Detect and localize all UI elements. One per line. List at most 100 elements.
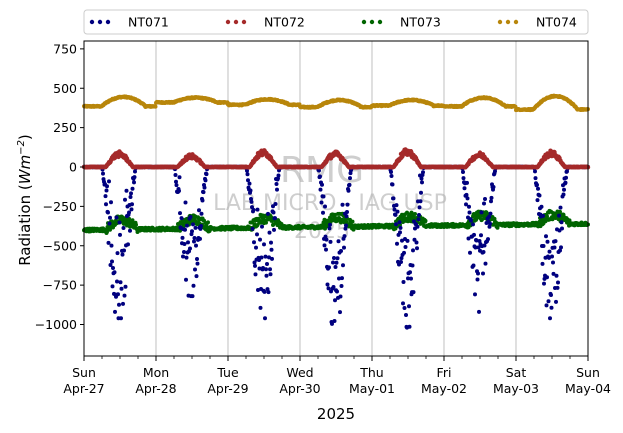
data-point-NT071 (183, 200, 188, 205)
data-point-NT071 (389, 174, 394, 179)
data-point-NT071 (553, 239, 558, 244)
data-point-NT071 (328, 239, 333, 244)
data-point-NT071 (265, 287, 270, 292)
data-point-NT071 (342, 245, 346, 250)
data-point-NT071 (197, 208, 201, 213)
data-point-NT071 (318, 187, 323, 192)
x-tick-label-day: Fri (437, 365, 452, 380)
data-point-NT071 (254, 245, 258, 250)
data-point-NT071 (556, 280, 560, 285)
data-point-NT071 (195, 257, 199, 262)
y-tick-label: −750 (43, 278, 77, 293)
data-point-NT071 (132, 180, 136, 185)
y-tick-label: −250 (43, 199, 77, 214)
legend-label: NT073 (400, 15, 441, 30)
legend-marker (105, 19, 111, 25)
legend-marker (97, 19, 103, 25)
data-point-NT071 (174, 183, 179, 188)
data-point-NT071 (479, 233, 483, 238)
data-point-NT071 (536, 186, 540, 191)
data-point-NT073 (350, 219, 355, 224)
legend-marker (233, 19, 239, 25)
y-tick-label: −1000 (35, 317, 77, 332)
data-point-NT071 (560, 226, 564, 231)
data-point-NT071 (324, 237, 329, 242)
data-point-NT071 (130, 186, 135, 191)
legend-marker (225, 19, 231, 25)
data-point-NT071 (403, 245, 408, 250)
data-point-NT071 (477, 309, 481, 314)
data-point-NT071 (195, 261, 200, 266)
data-point-NT071 (119, 316, 123, 321)
data-point-NT071 (333, 265, 338, 270)
data-point-NT071 (464, 192, 469, 197)
data-point-NT071 (267, 255, 271, 260)
data-point-NT071 (173, 172, 178, 177)
data-point-NT071 (123, 197, 127, 202)
data-point-NT071 (336, 239, 341, 244)
data-point-NT071 (266, 211, 270, 216)
y-axis: −1000 −750 −500 −250 0 250 500 750 (35, 41, 84, 332)
data-point-NT071 (462, 186, 467, 191)
data-point-NT071 (491, 185, 496, 190)
data-point-NT071 (399, 260, 403, 265)
data-point-NT071 (117, 220, 122, 225)
data-point-NT071 (267, 230, 272, 235)
data-point-NT071 (126, 242, 130, 247)
data-point-NT071 (204, 172, 209, 177)
legend-marker (369, 19, 375, 25)
data-point-NT071 (551, 271, 556, 276)
data-point-NT071 (535, 198, 540, 203)
data-point-NT071 (246, 178, 250, 183)
data-point-NT071 (115, 279, 119, 284)
data-point-NT071 (348, 176, 352, 181)
data-point-NT071 (414, 240, 419, 245)
data-point-NT073 (550, 217, 555, 222)
data-point-NT071 (185, 223, 189, 228)
data-point-NT071 (253, 272, 258, 277)
data-point-NT071 (397, 220, 402, 225)
data-point-NT071 (408, 270, 412, 275)
data-point-NT071 (477, 239, 482, 244)
legend-entry-NT074: NT074 (497, 15, 577, 30)
x-tick-label-day: Thu (359, 365, 383, 380)
data-point-NT071 (393, 212, 398, 217)
data-point-NT071 (550, 254, 554, 259)
data-point-NT071 (421, 170, 425, 175)
data-point-NT071 (333, 298, 337, 303)
data-point-NT071 (332, 256, 336, 261)
data-point-NT071 (262, 242, 266, 247)
data-point-NT071 (482, 201, 486, 206)
data-point-NT071 (276, 173, 281, 178)
data-point-NT071 (545, 239, 550, 244)
y-tick-label: 500 (53, 81, 77, 96)
data-point-NT071 (118, 232, 122, 237)
data-point-NT071 (105, 184, 109, 189)
data-point-NT071 (321, 194, 326, 199)
x-tick-label-date: Apr-29 (207, 381, 248, 396)
data-point-NT071 (392, 207, 397, 212)
data-point-NT071 (549, 305, 554, 310)
data-point-NT071 (335, 256, 340, 261)
data-point-NT071 (318, 174, 322, 179)
data-point-NT071 (190, 294, 195, 299)
data-point-NT071 (325, 282, 330, 287)
data-point-NT071 (476, 245, 481, 250)
data-point-NT071 (465, 180, 469, 185)
data-point-NT073 (271, 222, 276, 227)
data-point-NT071 (264, 273, 269, 278)
data-point-NT071 (110, 284, 115, 289)
data-point-NT071 (394, 203, 399, 208)
data-point-NT071 (344, 214, 349, 219)
data-point-NT071 (475, 277, 480, 282)
data-point-NT071 (199, 224, 203, 229)
x-tick-label-day: Sun (576, 365, 600, 380)
x-tick-label-date: May-01 (349, 381, 395, 396)
data-point-NT071 (191, 222, 195, 227)
data-point-NT071 (184, 277, 188, 282)
data-point-NT071 (558, 248, 562, 253)
x-tick-label-day: Sat (506, 365, 527, 380)
data-point-NT071 (347, 182, 352, 187)
data-point-NT071 (390, 182, 395, 187)
data-point-NT071 (487, 224, 492, 229)
